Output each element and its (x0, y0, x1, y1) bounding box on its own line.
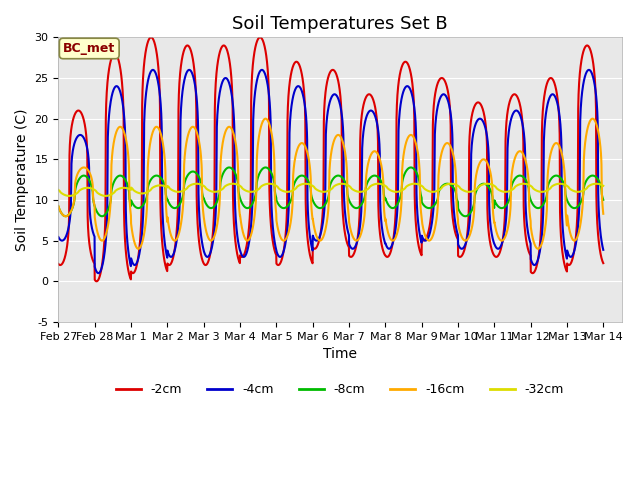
-4cm (117, 91, 125, 96)
-4cm (531, 262, 538, 268)
-2cm (531, 269, 538, 275)
X-axis label: Time: Time (323, 347, 357, 361)
-2cm (264, 67, 271, 72)
-2cm (54, 261, 62, 267)
-4cm (287, 105, 295, 110)
-16cm (134, 246, 142, 252)
Legend: -2cm, -4cm, -8cm, -16cm, -32cm: -2cm, -4cm, -8cm, -16cm, -32cm (111, 378, 569, 401)
-8cm (589, 173, 596, 179)
Line: -4cm: -4cm (58, 70, 604, 273)
-8cm (287, 196, 295, 202)
Y-axis label: Soil Temperature (C): Soil Temperature (C) (15, 108, 29, 251)
-8cm (62, 214, 70, 219)
-2cm (117, 69, 125, 74)
Line: -32cm: -32cm (58, 184, 604, 196)
-8cm (149, 174, 157, 180)
-4cm (589, 74, 596, 80)
-2cm (149, 36, 157, 42)
-2cm (589, 59, 596, 64)
-4cm (264, 82, 271, 88)
-2cm (287, 70, 295, 75)
-8cm (531, 203, 538, 209)
-32cm (589, 181, 596, 187)
-16cm (54, 203, 62, 209)
-4cm (54, 234, 62, 240)
-8cm (600, 197, 607, 203)
-4cm (149, 67, 157, 73)
-32cm (54, 187, 62, 193)
-32cm (65, 193, 73, 199)
Line: -2cm: -2cm (58, 37, 604, 281)
-16cm (149, 128, 157, 134)
-8cm (225, 165, 233, 170)
-4cm (600, 247, 607, 253)
-16cm (262, 116, 269, 121)
-16cm (264, 118, 271, 123)
-32cm (193, 181, 200, 187)
Line: -8cm: -8cm (58, 168, 604, 216)
-32cm (264, 181, 271, 187)
-32cm (149, 184, 157, 190)
-8cm (54, 204, 62, 209)
-16cm (116, 124, 124, 130)
-16cm (531, 240, 538, 246)
Text: BC_met: BC_met (63, 42, 115, 55)
-2cm (147, 35, 155, 40)
-16cm (600, 211, 607, 216)
-2cm (93, 278, 100, 284)
-4cm (95, 270, 102, 276)
-4cm (149, 67, 157, 73)
Title: Soil Temperatures Set B: Soil Temperatures Set B (232, 15, 448, 33)
-16cm (589, 116, 596, 121)
-32cm (600, 183, 607, 189)
-32cm (531, 186, 538, 192)
-8cm (117, 173, 125, 179)
-32cm (287, 188, 295, 194)
Line: -16cm: -16cm (58, 119, 604, 249)
-2cm (600, 260, 607, 266)
-16cm (287, 215, 295, 221)
-8cm (264, 165, 271, 171)
-32cm (117, 185, 125, 191)
